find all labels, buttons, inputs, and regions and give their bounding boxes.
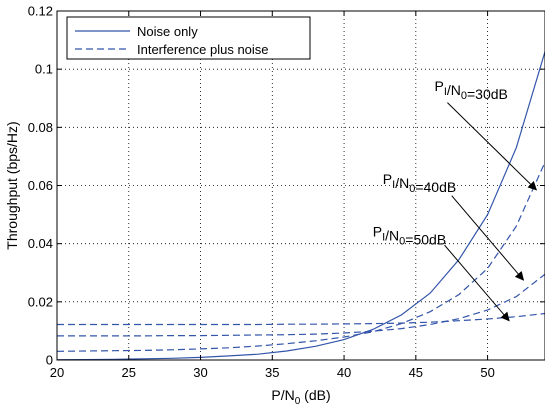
series-lines <box>56 51 545 361</box>
annotation-label: PI/N0=40dB <box>383 171 456 195</box>
x-tick-label: 45 <box>409 365 423 380</box>
y-axis-label: Throughput (bps/Hz) <box>4 121 20 249</box>
y-tick-label: 0.02 <box>28 294 53 309</box>
series-line-interference-plus-noise <box>57 273 545 337</box>
x-tick-label: 35 <box>265 365 279 380</box>
series-line-noise-only <box>56 51 545 361</box>
x-axis-label: P/N0 (dB) <box>271 387 330 407</box>
y-tick-label: 0.12 <box>28 4 53 19</box>
y-tick-label: 0.1 <box>35 62 53 77</box>
y-tick-label: 0 <box>46 353 53 368</box>
series-line-interference-plus-noise <box>57 312 545 326</box>
x-tick-label: 30 <box>193 365 207 380</box>
annotation-label: PI/N0=30dB <box>434 78 507 102</box>
annotation-arrow <box>444 244 510 322</box>
x-tick-label: 20 <box>50 365 64 380</box>
x-tick-label: 50 <box>480 365 494 380</box>
legend-label: Interference plus noise <box>137 42 269 57</box>
y-tick-label: 0.06 <box>28 178 53 193</box>
annotations: PI/N0=30dB PI/N0=40dB PI/N0=50dB <box>373 78 538 322</box>
annotation-arrow <box>447 102 538 191</box>
x-tick-label: 25 <box>122 365 136 380</box>
series-line-interference-plus-noise <box>56 161 545 352</box>
legend-label: Noise only <box>137 24 198 39</box>
legend: Noise only Interference plus noise <box>66 16 311 60</box>
annotation-arrow <box>451 195 525 281</box>
legend-box <box>66 16 311 60</box>
y-tick-label: 0.08 <box>28 120 53 135</box>
x-tick-label: 40 <box>337 365 351 380</box>
annotation-label: PI/N0=50dB <box>373 223 446 247</box>
y-tick-label: 0.04 <box>28 236 53 251</box>
axis-ticks: 20 25 30 35 40 45 50 0 0.02 0.04 0.06 0.08 0.1 0.12 <box>28 4 545 380</box>
grid-lines <box>57 11 545 360</box>
